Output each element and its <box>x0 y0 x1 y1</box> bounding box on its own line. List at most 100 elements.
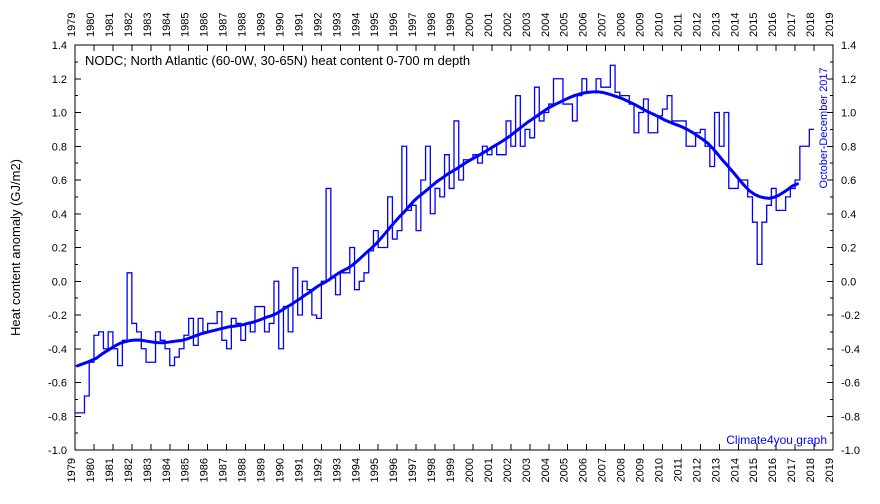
y-tick-label-right: -0.2 <box>841 310 860 322</box>
y-tick-label-left: -0.4 <box>48 344 67 356</box>
x-tick-label-bottom: 2007 <box>597 458 609 482</box>
x-tick-label-top: 2007 <box>597 13 609 37</box>
x-tick-label-bottom: 2002 <box>502 458 514 482</box>
x-tick-label-top: 1987 <box>218 13 230 37</box>
x-tick-label-bottom: 2000 <box>464 458 476 482</box>
x-tick-label-top: 1989 <box>256 13 268 37</box>
y-tick-label-right: -0.8 <box>841 411 860 423</box>
chart-title: NODC; North Atlantic (60-0W, 30-65N) hea… <box>85 53 470 68</box>
x-tick-label-top: 2013 <box>710 13 722 37</box>
y-tick-label-left: 0.2 <box>52 243 67 255</box>
chart-container: -1.0-1.0-0.8-0.8-0.6-0.6-0.4-0.4-0.2-0.2… <box>0 0 880 504</box>
x-tick-label-bottom: 1987 <box>218 458 230 482</box>
x-tick-label-top: 1986 <box>199 13 211 37</box>
x-tick-label-bottom: 2008 <box>616 458 628 482</box>
x-tick-label-bottom: 2011 <box>672 458 684 482</box>
x-tick-label-bottom: 2019 <box>824 458 836 482</box>
x-tick-label-bottom: 1990 <box>274 458 286 482</box>
y-tick-label-left: 0.4 <box>52 209 67 221</box>
y-tick-label-left: 1.4 <box>52 40 67 52</box>
x-tick-label-bottom: 2017 <box>786 458 798 482</box>
x-tick-label-top: 1991 <box>293 13 305 37</box>
x-tick-label-bottom: 1992 <box>312 458 324 482</box>
x-tick-label-top: 2004 <box>540 13 552 37</box>
x-tick-label-top: 1988 <box>237 13 249 37</box>
x-tick-label-top: 2016 <box>767 13 779 37</box>
x-tick-label-bottom: 2004 <box>540 458 552 482</box>
y-tick-label-right: 1.4 <box>841 40 856 52</box>
x-tick-label-top: 1984 <box>161 13 173 37</box>
y-tick-label-left: -0.2 <box>48 310 67 322</box>
x-tick-label-top: 2005 <box>559 13 571 37</box>
x-tick-label-bottom: 1994 <box>350 458 362 482</box>
y-tick-label-right: 0.2 <box>841 243 856 255</box>
x-tick-label-bottom: 1995 <box>369 458 381 482</box>
latest-period-label: October-December 2017 <box>818 67 830 188</box>
x-tick-label-top: 2015 <box>748 13 760 37</box>
x-tick-label-bottom: 2010 <box>653 458 665 482</box>
x-tick-label-top: 1982 <box>123 13 135 37</box>
x-tick-label-bottom: 1980 <box>85 458 97 482</box>
x-tick-label-bottom: 2001 <box>483 458 495 482</box>
x-tick-label-bottom: 1986 <box>199 458 211 482</box>
x-tick-label-bottom: 1991 <box>293 458 305 482</box>
x-tick-label-top: 1985 <box>180 13 192 37</box>
x-tick-label-top: 2011 <box>672 13 684 37</box>
x-tick-label-top: 2009 <box>635 13 647 37</box>
x-tick-label-bottom: 1997 <box>407 458 419 482</box>
x-tick-label-top: 1999 <box>445 13 457 37</box>
x-tick-label-top: 2000 <box>464 13 476 37</box>
x-tick-label-bottom: 1988 <box>237 458 249 482</box>
y-tick-label-right: 1.2 <box>841 74 856 86</box>
y-tick-label-left: -0.6 <box>48 378 67 390</box>
y-tick-label-right: 0.0 <box>841 276 856 288</box>
x-tick-label-top: 1998 <box>426 13 438 37</box>
x-tick-label-bottom: 1984 <box>161 458 173 482</box>
y-tick-label-left: 1.2 <box>52 74 67 86</box>
x-tick-label-bottom: 2014 <box>729 458 741 482</box>
x-tick-label-top: 1996 <box>388 13 400 37</box>
y-axis-label: Heat content anomaly (GJ/m2) <box>8 159 23 336</box>
x-tick-label-bottom: 2005 <box>559 458 571 482</box>
y-tick-label-left: 1.0 <box>52 108 67 120</box>
x-tick-label-top: 1980 <box>85 13 97 37</box>
y-tick-label-left: -0.8 <box>48 411 67 423</box>
x-tick-label-top: 1994 <box>350 13 362 37</box>
x-tick-label-bottom: 2003 <box>521 458 533 482</box>
x-tick-label-bottom: 2015 <box>748 458 760 482</box>
x-tick-label-top: 1983 <box>142 13 154 37</box>
x-tick-label-bottom: 2006 <box>578 458 590 482</box>
x-tick-label-bottom: 1989 <box>256 458 268 482</box>
y-tick-label-right: 1.0 <box>841 108 856 120</box>
y-tick-label-right: -0.6 <box>841 378 860 390</box>
x-tick-label-bottom: 1985 <box>180 458 192 482</box>
plot-border <box>75 45 833 450</box>
x-tick-label-bottom: 1979 <box>66 458 78 482</box>
x-tick-label-top: 1992 <box>312 13 324 37</box>
x-tick-label-top: 1995 <box>369 13 381 37</box>
y-tick-label-left: -1.0 <box>48 445 67 457</box>
x-tick-label-bottom: 1998 <box>426 458 438 482</box>
x-tick-label-top: 1979 <box>66 13 78 37</box>
y-tick-label-right: 0.8 <box>841 141 856 153</box>
x-tick-label-top: 2003 <box>521 13 533 37</box>
x-tick-label-top: 1993 <box>331 13 343 37</box>
y-tick-label-right: -1.0 <box>841 445 860 457</box>
x-tick-label-bottom: 2012 <box>691 458 703 482</box>
chart-svg: -1.0-1.0-0.8-0.8-0.6-0.6-0.4-0.4-0.2-0.2… <box>0 0 880 504</box>
x-tick-label-bottom: 1996 <box>388 458 400 482</box>
y-tick-label-right: 0.6 <box>841 175 856 187</box>
x-tick-label-bottom: 2013 <box>710 458 722 482</box>
x-tick-label-top: 2017 <box>786 13 798 37</box>
x-tick-label-top: 2002 <box>502 13 514 37</box>
step-series <box>75 65 814 413</box>
x-tick-label-bottom: 1993 <box>331 458 343 482</box>
smoothed-series <box>77 92 797 366</box>
credit-text: Climate4you graph <box>726 433 827 447</box>
y-tick-label-left: 0.8 <box>52 141 67 153</box>
x-tick-label-top: 1990 <box>274 13 286 37</box>
y-tick-label-left: 0.6 <box>52 175 67 187</box>
x-tick-label-bottom: 1982 <box>123 458 135 482</box>
x-tick-label-bottom: 2018 <box>805 458 817 482</box>
x-tick-label-top: 2008 <box>616 13 628 37</box>
